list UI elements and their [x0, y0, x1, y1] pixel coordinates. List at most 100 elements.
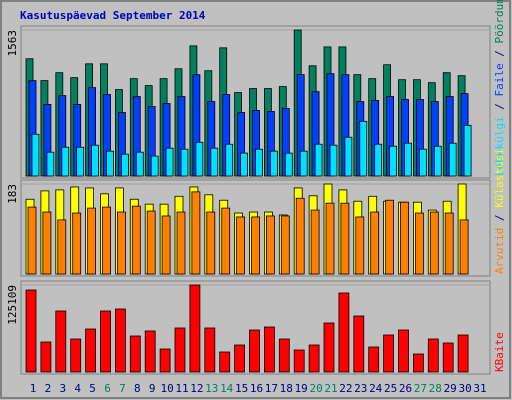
x-tick-label: 12 [190, 382, 203, 395]
legend-entry: Külastusi [493, 148, 506, 208]
legend-separator: / [493, 44, 506, 64]
bar [115, 308, 126, 373]
bar [427, 338, 439, 373]
x-tick-label: 3 [59, 382, 66, 395]
bar [383, 334, 395, 373]
bar [85, 328, 96, 373]
x-tick-label: 10 [160, 382, 173, 395]
legend-separator: / [493, 97, 506, 117]
bar [191, 191, 201, 275]
bar [299, 150, 308, 177]
bar [174, 327, 186, 373]
x-tick-label: 7 [119, 382, 126, 395]
bar [100, 310, 111, 373]
bar [46, 151, 55, 177]
bar [121, 153, 129, 177]
bar [61, 146, 70, 177]
x-tick-label: 20 [309, 382, 322, 395]
bar [293, 349, 305, 373]
x-tick-label: 22 [339, 382, 352, 395]
x-tick-label: 11 [175, 382, 188, 395]
bar [146, 210, 156, 275]
bar [404, 142, 412, 177]
bar [344, 136, 353, 177]
bar [368, 346, 380, 373]
legend-entry: Faile [493, 63, 506, 96]
bar [25, 289, 37, 373]
x-tick-label: 13 [205, 382, 218, 395]
bar [457, 334, 469, 373]
bar [429, 211, 439, 275]
bar [329, 144, 338, 177]
x-tick-label: 19 [295, 382, 308, 395]
bar [176, 211, 186, 275]
x-tick-label: 23 [354, 382, 367, 395]
bar [398, 329, 409, 373]
bar [31, 133, 40, 177]
legend-entry: Lehekülgi [493, 116, 506, 176]
legend-entry: Pöördumisi [493, 0, 506, 44]
y-tick-label: 1563 [6, 30, 19, 57]
x-tick-label: 25 [384, 382, 397, 395]
bar [236, 216, 246, 275]
bar [40, 341, 52, 373]
bar [102, 206, 111, 275]
x-tick-label: 15 [235, 382, 248, 395]
bar [189, 284, 201, 373]
bar [221, 207, 231, 275]
legend: Lehekülgi / Faile / Pöördumisi [493, 0, 506, 176]
bar [442, 342, 454, 373]
bar [433, 145, 442, 177]
bar [135, 151, 144, 177]
bar [265, 215, 275, 275]
bar [414, 212, 424, 275]
x-tick-label: 14 [220, 382, 234, 395]
bar [150, 155, 159, 177]
bar [55, 310, 67, 373]
x-tick-label: 17 [265, 382, 278, 395]
bar [340, 202, 350, 275]
bar [251, 216, 260, 275]
y-tick-label: 183 [6, 184, 19, 204]
bar [129, 335, 141, 373]
x-tick-label: 26 [399, 382, 412, 395]
x-tick-label: 30 [458, 382, 471, 395]
x-tick-label: 4 [74, 382, 81, 395]
bar [370, 211, 380, 275]
bar [131, 205, 141, 275]
bar [225, 143, 234, 177]
bar [161, 215, 171, 275]
bar [106, 150, 114, 177]
bar [284, 152, 293, 177]
x-tick-label: 5 [89, 382, 96, 395]
x-tick-label: 18 [280, 382, 293, 395]
bar [91, 144, 99, 177]
bar [412, 353, 424, 373]
legend-separator: / [493, 208, 506, 228]
bar [323, 322, 335, 373]
bar [180, 148, 189, 177]
legend: Arvutid / Külastusi [493, 148, 506, 274]
bar [463, 124, 472, 177]
legend: KBaite [493, 332, 506, 372]
chart-title: Kasutuspäevad September 2014 [20, 9, 206, 22]
bar [308, 344, 320, 373]
bar [418, 148, 427, 177]
bar [249, 329, 260, 373]
bar [359, 120, 368, 177]
bar [159, 348, 171, 373]
x-tick-label: 9 [149, 382, 156, 395]
bar [325, 202, 335, 275]
bar [295, 197, 305, 275]
bar [269, 150, 278, 177]
bar [76, 146, 85, 177]
bar [165, 147, 174, 177]
bar [444, 212, 454, 275]
bar [210, 147, 219, 177]
x-tick-label: 31 [473, 382, 486, 395]
bar [57, 219, 67, 275]
bar [263, 326, 275, 373]
bar [195, 141, 204, 177]
bar [353, 315, 365, 373]
